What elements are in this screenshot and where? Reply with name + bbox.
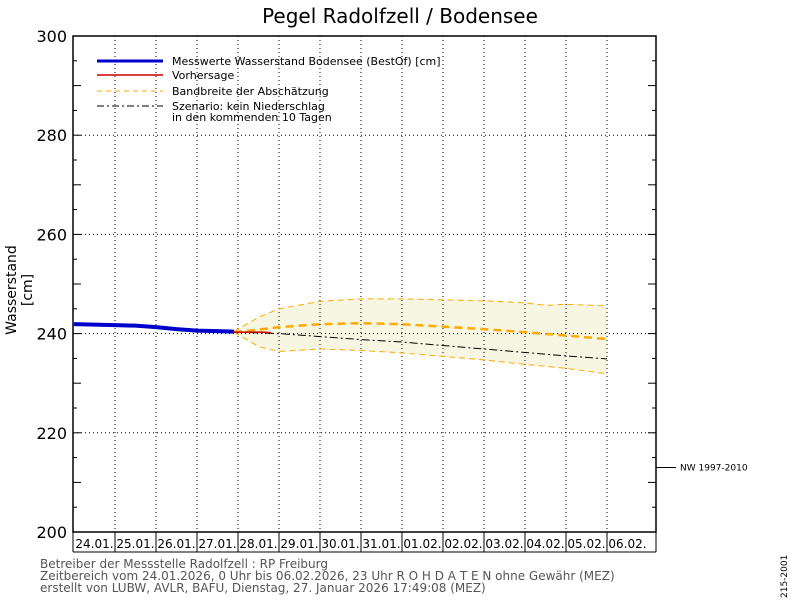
chart-code: 215-2001 <box>780 554 790 598</box>
x-tick-label: 01.02. <box>403 537 441 551</box>
band-lower-line <box>233 331 608 375</box>
footer-created: erstellt von LUBW, AVLR, BAFU, Dienstag,… <box>40 581 486 595</box>
chart-title: Pegel Radolfzell / Bodensee <box>262 4 538 28</box>
band-upper-line <box>233 298 608 333</box>
uncertainty-band-fill <box>233 298 607 374</box>
measured-line <box>73 322 234 334</box>
y-tick-label: 220 <box>36 424 67 443</box>
x-tick-label: 26.01. <box>157 537 195 551</box>
x-tick-label: 29.01. <box>280 537 318 551</box>
scenario-line <box>233 331 608 360</box>
x-tick-label: 02.02. <box>444 537 482 551</box>
x-tick-label: 24.01. <box>75 537 113 551</box>
x-tick-label: 25.01. <box>116 537 154 551</box>
x-tick-label: 03.02. <box>485 537 523 551</box>
legend-label: Vorhersage <box>172 69 234 82</box>
band-median-line <box>233 321 608 341</box>
y-tick-label: 240 <box>36 325 67 344</box>
legend-label: Szenario: kein Niederschlag <box>172 100 325 113</box>
y-tick-label: 200 <box>36 523 67 542</box>
x-tick-label: 04.02. <box>526 537 564 551</box>
x-tick-label: 30.01. <box>321 537 359 551</box>
x-tick-label: 27.01. <box>198 537 236 551</box>
y-tick-label: 260 <box>36 225 67 244</box>
plot-frame <box>72 35 657 533</box>
nw-marker-label: NW 1997-2010 <box>680 464 748 474</box>
y-tick-label: 300 <box>36 27 67 46</box>
legend-label: Bandbreite der Abschätzung <box>172 85 329 98</box>
plot-area <box>73 36 656 532</box>
x-tick-label: 31.01. <box>362 537 400 551</box>
footer-time-range: Zeitbereich vom 24.01.2026, 0 Uhr bis 06… <box>40 569 615 583</box>
legend-label: Messwerte Wasserstand Bodensee (BestOf) … <box>172 55 441 68</box>
footer-operator: Betreiber der Messstelle Radolfzell : RP… <box>40 557 328 571</box>
legend-label-line2: in den kommenden 10 Tagen <box>172 111 332 124</box>
y-tick-label: 280 <box>36 126 67 145</box>
x-tick-label: 28.01. <box>239 537 277 551</box>
x-tick-label: 05.02. <box>567 537 605 551</box>
x-tick-label: 06.02. <box>608 537 646 551</box>
